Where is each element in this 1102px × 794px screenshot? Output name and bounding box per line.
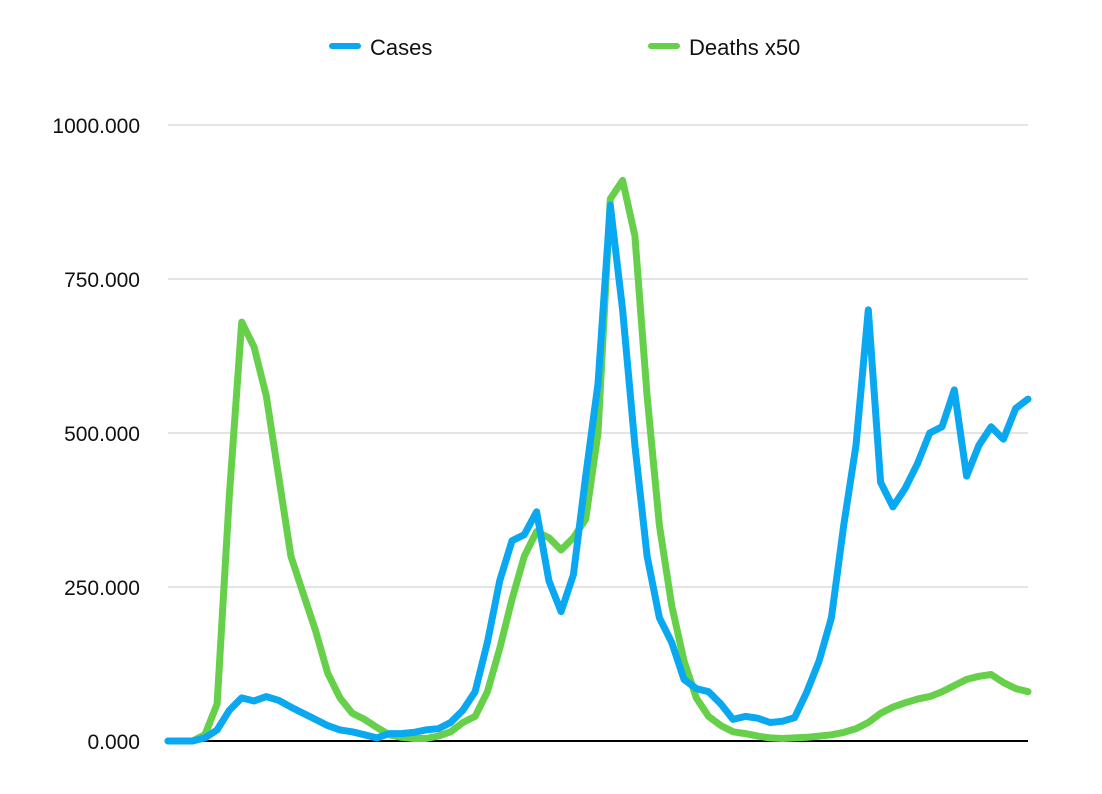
y-axis-tick-labels: 0.000 250.000 500.000 750.000 1000.000 xyxy=(52,115,140,754)
y-tick-label: 500.000 xyxy=(64,423,140,446)
series-line-cases xyxy=(164,201,1032,745)
legend-label-cases: Cases xyxy=(370,35,432,60)
legend-label-deaths: Deaths x50 xyxy=(689,35,800,60)
y-tick-label: 0.000 xyxy=(87,731,140,754)
gridlines xyxy=(168,124,1028,588)
legend: Cases Deaths x50 xyxy=(329,35,800,60)
series-line-deaths xyxy=(164,176,1032,745)
y-tick-label: 1000.000 xyxy=(52,115,140,138)
y-tick-label: 250.000 xyxy=(64,577,140,600)
y-tick-label: 750.000 xyxy=(64,269,140,292)
series-lines xyxy=(164,176,1032,745)
